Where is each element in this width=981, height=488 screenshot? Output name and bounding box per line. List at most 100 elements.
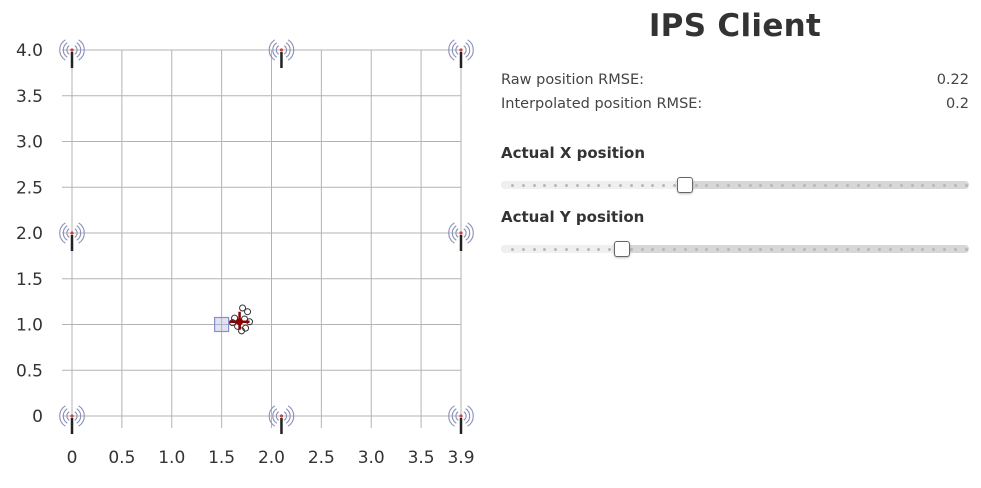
- actual-position-marker: [214, 316, 230, 333]
- slider-handle[interactable]: [614, 241, 630, 257]
- slider-tick-dot: [781, 183, 784, 187]
- slider-tick-dot: [705, 183, 709, 187]
- actual-y-slider[interactable]: [501, 241, 969, 257]
- y-tick-label: 2.0: [16, 224, 43, 244]
- interpolated-rmse-row: Interpolated position RMSE: 0.2: [501, 96, 969, 118]
- slider-tick-dot: [565, 247, 568, 251]
- antenna-wave-icon: [451, 408, 457, 424]
- slider-tick-dot: [802, 183, 806, 187]
- x-tick-label: 2.5: [308, 448, 335, 468]
- slider-track[interactable]: [501, 245, 969, 253]
- y-tick-label: 3.0: [16, 133, 43, 153]
- slider-tick-dot: [575, 247, 579, 251]
- antenna-wave-icon: [272, 42, 278, 58]
- slider-tick-dot: [554, 183, 558, 187]
- y-tick-label: 4.0: [16, 41, 43, 61]
- slider-tick-dot: [845, 247, 849, 251]
- slider-tick-dot: [683, 247, 687, 251]
- slider-tick-dot: [889, 183, 892, 187]
- slider-tick-dot: [964, 247, 968, 251]
- slider-tick-dot: [835, 183, 838, 187]
- control-panel: IPS Client Raw position RMSE: 0.22 Inter…: [501, 0, 969, 488]
- slider-tick-dot: [640, 183, 644, 187]
- slider-tick-dot: [759, 183, 763, 187]
- x-tick-label: 2.0: [258, 448, 285, 468]
- slider-tick-dot: [845, 183, 849, 187]
- slider-tick-dot: [597, 247, 601, 251]
- slider-handle[interactable]: [677, 177, 694, 193]
- slider-tick-dot: [586, 247, 590, 251]
- actual-y-label: Actual Y position: [501, 208, 645, 226]
- x-tick-label: 3.9: [447, 448, 474, 468]
- slider-tick-dot: [511, 183, 514, 187]
- slider-tick-dot: [597, 183, 601, 187]
- antenna-wave-icon: [62, 408, 68, 424]
- antenna-wave-icon: [74, 228, 78, 238]
- antenna-wave-icon: [78, 39, 85, 61]
- slider-tick-dot: [554, 247, 558, 251]
- antenna-wave-icon: [455, 45, 459, 55]
- anchor-icon: [279, 48, 284, 52]
- antenna-wave-icon: [463, 228, 467, 238]
- slider-tick-dot: [716, 247, 720, 251]
- antenna-wave-icon: [467, 222, 474, 244]
- slider-tick-dot: [921, 247, 925, 251]
- slider-tick-dot: [629, 183, 633, 187]
- slider-tick-dot: [953, 247, 957, 251]
- actual-x-slider[interactable]: [501, 177, 969, 193]
- slider-tick-dot: [802, 247, 806, 251]
- x-tick-label: 0: [67, 448, 78, 468]
- antenna-wave-icon: [74, 411, 78, 421]
- slider-tick-dot: [705, 247, 709, 251]
- x-tick-label: 1.5: [208, 448, 235, 468]
- slider-tick-dot: [791, 247, 795, 251]
- anchor-icon: [459, 231, 463, 235]
- position-plot: 0 0.5 1.0 1.5 2.0 2.5 3.0 3.5 3.9 0 0.5 1.0 1.5 2.0 2.…: [0, 0, 490, 488]
- slider-tick-dot: [899, 247, 903, 251]
- slider-tick-dot: [813, 247, 817, 251]
- antenna-wave-icon: [465, 225, 471, 241]
- slider-tick-dot: [640, 247, 644, 251]
- y-tick-label: 2.5: [16, 178, 43, 198]
- slider-tick-dot: [878, 183, 882, 187]
- slider-ticks: [501, 247, 969, 251]
- slider-tick-dot: [608, 247, 612, 251]
- antenna-wave-icon: [283, 411, 288, 421]
- raw-sample-point: [242, 324, 250, 332]
- antenna-wave-icon: [76, 408, 82, 424]
- slider-ticks: [501, 183, 969, 187]
- antenna-wave-icon: [465, 408, 471, 424]
- slider-tick-dot: [791, 183, 795, 187]
- slider-tick-dot: [737, 247, 741, 251]
- slider-tick-dot: [737, 183, 741, 187]
- antenna-wave-icon: [76, 225, 82, 241]
- antenna-wave-icon: [455, 411, 459, 421]
- slider-tick-dot: [651, 247, 655, 251]
- y-tick-label: 3.5: [16, 87, 43, 107]
- antenna-wave-icon: [78, 405, 85, 427]
- antenna-wave-icon: [463, 45, 467, 55]
- slider-track[interactable]: [501, 181, 969, 189]
- slider-tick-dot: [856, 247, 860, 251]
- anchor-icon: [70, 231, 74, 235]
- slider-tick-dot: [932, 183, 936, 187]
- antenna-wave-icon: [448, 405, 455, 427]
- slider-tick-dot: [532, 247, 536, 251]
- y-tick-label: 1.5: [16, 270, 43, 290]
- antenna-wave-icon: [59, 405, 66, 427]
- antenna-wave-icon: [451, 42, 457, 58]
- interpolated-rmse-label: Interpolated position RMSE:: [501, 96, 703, 112]
- antenna-wave-icon: [268, 39, 276, 61]
- slider-tick-dot: [673, 183, 676, 187]
- slider-tick-dot: [543, 183, 547, 187]
- anchor-icon: [459, 48, 463, 52]
- slider-tick-dot: [770, 247, 774, 251]
- interpolated-rmse-value: 0.2: [945, 96, 969, 112]
- anchor-icon: [459, 414, 463, 418]
- slider-tick-dot: [867, 247, 871, 251]
- antenna-wave-icon: [62, 42, 68, 58]
- antenna-wave-icon: [467, 405, 474, 427]
- slider-tick-dot: [521, 247, 525, 251]
- antenna-wave-icon: [66, 411, 70, 421]
- antenna-wave-icon: [448, 39, 455, 61]
